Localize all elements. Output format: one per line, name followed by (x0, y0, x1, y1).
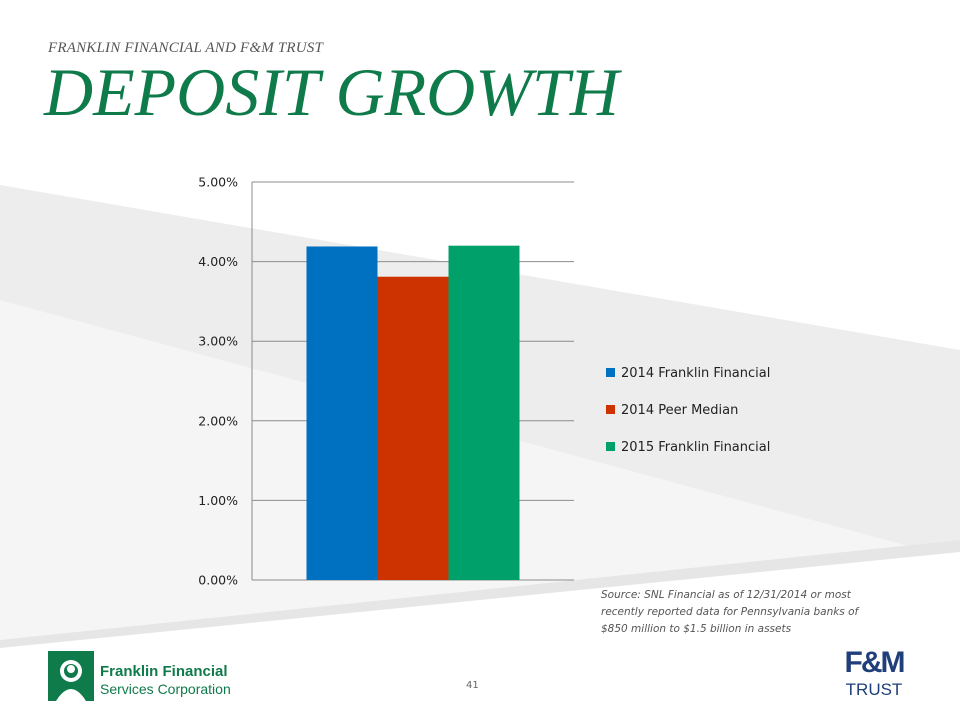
fm-logo-line1: F&M (844, 646, 906, 679)
slide-subtitle: FRANKLIN FINANCIAL AND F&M TRUST (48, 40, 324, 56)
y-tick-label: 1.00% (198, 493, 238, 508)
page-number: 41 (466, 680, 479, 691)
bar-3 (448, 245, 520, 580)
bars (306, 245, 520, 580)
legend-label: 2014 Peer Median (621, 403, 738, 418)
y-tick-label: 3.00% (198, 334, 238, 349)
legend-swatch (606, 368, 615, 377)
franklin-financial-logo: Franklin Financial Services Corporation (48, 651, 238, 701)
bar-2 (377, 276, 449, 580)
franklin-portrait-icon (48, 651, 94, 701)
bar-1 (306, 246, 378, 580)
fm-trust-logo: F&M TRUST (832, 646, 916, 702)
franklin-logo-line2: Services Corporation (100, 681, 231, 697)
fm-logo-line2: TRUST (845, 680, 903, 699)
y-tick-label: 0.00% (198, 573, 238, 588)
y-tick-label: 2.00% (198, 413, 238, 428)
legend-swatch (606, 442, 615, 451)
slide-title: DEPOSIT GROWTH (44, 54, 619, 130)
y-tick-label: 5.00% (198, 175, 238, 190)
legend-label: 2014 Franklin Financial (621, 366, 770, 381)
source-note: Source: SNL Financial as of 12/31/2014 o… (601, 589, 859, 635)
legend: 2014 Franklin Financial 2014 Peer Median 2… (606, 366, 770, 455)
y-tick-label: 4.00% (198, 254, 238, 269)
y-axis-ticks: 0.00% 1.00% 2.00% 3.00% 4.00% 5.00% (198, 175, 238, 588)
franklin-logo-line1: Franklin Financial (100, 663, 228, 680)
legend-label: 2015 Franklin Financial (621, 440, 770, 455)
legend-swatch (606, 405, 615, 414)
